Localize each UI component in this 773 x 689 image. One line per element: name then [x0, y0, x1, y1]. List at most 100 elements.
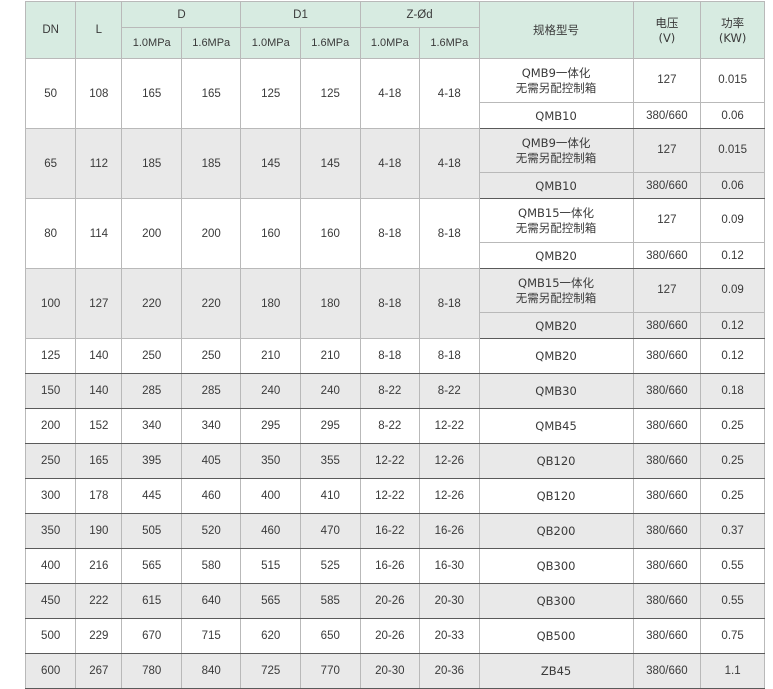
cell-voltage: 380/660 — [632, 513, 702, 549]
model-line-1: QB120 — [536, 454, 576, 468]
header-row-bottom: 1.0MPa 1.6MPa 1.0MPa 1.6MPa 1.0MPa 1.6MP… — [26, 27, 765, 59]
cell-voltage: 380/660 — [632, 443, 702, 479]
cell-voltage: 380/660 — [632, 548, 702, 584]
table-row: 250 165 395 405 350 355 12-22 12-26 QB120 380/660… — [24, 443, 765, 479]
cell-d-1-0mpa: 250 — [121, 338, 182, 374]
table-row: QMB20 380/660 0.12 — [26, 242, 765, 269]
cell-d-1-6mpa: 640 — [180, 583, 242, 619]
table-row: 50 108 165 165 125 125 4-18 4-18 QMB9一体化 无需另配控制箱 1… — [24, 58, 765, 129]
cell-power: 0.37 — [700, 513, 765, 549]
cell-d-1-0mpa: 200 — [121, 198, 182, 269]
cell-model: QB300 — [478, 548, 634, 584]
cell-voltage: 380/660 — [632, 618, 702, 654]
header-d1-1-6mpa: 1.6MPa — [300, 27, 361, 59]
model-line-1: QMB9一体化 — [521, 135, 591, 150]
cell-d1-1-6mpa: 650 — [300, 618, 361, 654]
cell-d1-1-6mpa: 160 — [300, 198, 361, 269]
cell-d-1-6mpa: 165 — [180, 58, 242, 129]
cell-model: QMB15一体化 无需另配控制箱 — [478, 268, 634, 313]
cell-dn: 600 — [24, 653, 77, 689]
model-line-1: QB300 — [536, 559, 576, 573]
cell-d1-1-0mpa: 725 — [240, 653, 301, 689]
cell-d-1-6mpa: 460 — [180, 478, 242, 514]
cell-d1-1-6mpa: 210 — [300, 338, 361, 374]
cell-model: QMB10 — [478, 172, 634, 199]
cell-model: QMB20 — [478, 242, 634, 269]
cell-power: 0.55 — [700, 548, 765, 584]
header-model: 规格型号 — [478, 1, 634, 59]
header-d-1-0mpa: 1.0MPa — [121, 27, 182, 59]
cell-dn: 80 — [24, 198, 77, 269]
cell-d1-1-6mpa: 585 — [300, 583, 361, 619]
header-voltage-label: 电压 — [655, 16, 679, 30]
cell-d-1-6mpa: 580 — [180, 548, 242, 584]
model-line-2: 无需另配控制箱 — [515, 80, 597, 95]
cell-d-1-0mpa: 220 — [121, 268, 182, 339]
cell-d1-1-6mpa: 240 — [300, 373, 361, 409]
cell-zod-1-0mpa: 8-18 — [359, 338, 421, 374]
cell-d-1-0mpa: 565 — [121, 548, 182, 584]
cell-voltage: 380/660 — [632, 102, 702, 129]
cell-power: 0.25 — [700, 478, 765, 514]
cell-d1-1-6mpa: 355 — [300, 443, 361, 479]
cell-model: QB300 — [478, 583, 634, 619]
cell-power: 0.12 — [700, 338, 765, 374]
table-row: 150 140 285 285 240 240 8-22 8-22 QMB30 380/660 0.… — [24, 373, 765, 409]
cell-d1-1-0mpa: 240 — [240, 373, 301, 409]
cell-voltage: 380/660 — [632, 653, 702, 689]
cell-voltage: 127 — [632, 198, 702, 243]
header-d1-1-0mpa: 1.0MPa — [240, 27, 301, 59]
cell-zod-1-6mpa: 20-30 — [419, 583, 480, 619]
cell-d1-1-0mpa: 295 — [240, 408, 301, 444]
cell-d-1-0mpa: 445 — [121, 478, 182, 514]
cell-dn: 400 — [24, 548, 77, 584]
cell-power: 0.12 — [700, 312, 765, 339]
model-line-1: QMB20 — [535, 248, 577, 263]
cell-d1-1-0mpa: 125 — [240, 58, 301, 129]
cell-l: 178 — [75, 478, 123, 514]
cell-model: QMB45 — [478, 408, 634, 444]
cell-zod-1-6mpa: 8-18 — [419, 338, 480, 374]
cell-d1-1-0mpa: 400 — [240, 478, 301, 514]
cell-d1-1-6mpa: 180 — [300, 268, 361, 339]
cell-model: QMB9一体化 无需另配控制箱 — [478, 128, 634, 173]
cell-d1-1-6mpa: 470 — [300, 513, 361, 549]
cell-voltage: 380/660 — [632, 338, 702, 374]
cell-model: QMB20 — [478, 338, 634, 374]
header-l: L — [75, 1, 123, 59]
cell-dn: 350 — [24, 513, 77, 549]
cell-d1-1-0mpa: 180 — [240, 268, 301, 339]
cell-model: QB200 — [478, 513, 634, 549]
cell-d-1-6mpa: 285 — [180, 373, 242, 409]
table-row: 200 152 340 340 295 295 8-22 12-22 QMB45 380/660 0… — [24, 408, 765, 444]
cell-d-1-0mpa: 615 — [121, 583, 182, 619]
cell-d-1-6mpa: 185 — [180, 128, 242, 199]
cell-power: 0.06 — [700, 102, 765, 129]
header-d-1-6mpa: 1.6MPa — [180, 27, 242, 59]
cell-model: QMB15一体化 无需另配控制箱 — [478, 198, 634, 243]
cell-d-1-6mpa: 200 — [180, 198, 242, 269]
model-line-1: QMB9一体化 — [521, 65, 591, 80]
cell-dn: 500 — [24, 618, 77, 654]
cell-zod-1-6mpa: 4-18 — [419, 58, 480, 129]
cell-l: 152 — [75, 408, 123, 444]
cell-dn: 65 — [24, 128, 77, 199]
cell-d1-1-0mpa: 565 — [240, 583, 301, 619]
header-d1: D1 — [240, 1, 361, 28]
cell-d1-1-0mpa: 210 — [240, 338, 301, 374]
table-row: QMB10 380/660 0.06 — [26, 172, 765, 199]
cell-d-1-6mpa: 715 — [180, 618, 242, 654]
table-row: 350 190 505 520 460 470 16-22 16-26 QB200 380/660… — [24, 513, 765, 549]
model-line-1: QMB15一体化 — [518, 275, 595, 290]
cell-d-1-6mpa: 520 — [180, 513, 242, 549]
model-line-1: QMB10 — [535, 108, 577, 123]
cell-d1-1-0mpa: 515 — [240, 548, 301, 584]
cell-zod-1-0mpa: 4-18 — [359, 58, 421, 129]
cell-voltage: 380/660 — [632, 242, 702, 269]
cell-d-1-6mpa: 340 — [180, 408, 242, 444]
cell-d1-1-6mpa: 525 — [300, 548, 361, 584]
cell-zod-1-6mpa: 20-33 — [419, 618, 480, 654]
table-row: 100 127 220 220 180 180 8-18 8-18 QMB15一体化 无需另配控制… — [24, 268, 765, 339]
cell-d1-1-0mpa: 350 — [240, 443, 301, 479]
